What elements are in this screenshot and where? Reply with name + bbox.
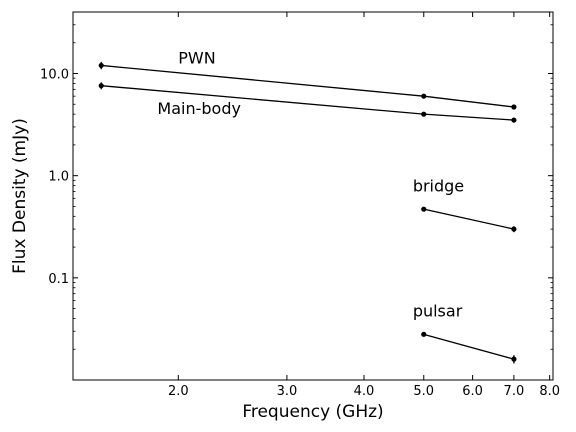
x-tick-label: 3.0 <box>277 384 298 399</box>
series-line <box>423 333 515 360</box>
data-point <box>421 331 427 337</box>
data-point <box>98 83 104 89</box>
x-tick-label: 4.0 <box>354 384 375 399</box>
data-point <box>421 111 427 117</box>
series-annotation: pulsar <box>413 301 463 320</box>
x-tick-label: 2.0 <box>168 384 189 399</box>
data-point <box>511 104 517 110</box>
x-axis-title: Frequency (GHz) <box>242 402 383 422</box>
x-tick-label: 8.0 <box>539 384 560 399</box>
series-annotation: PWN <box>178 49 215 68</box>
series-layer <box>98 61 517 364</box>
axis-ticks: 0.1 1.0 10.0 2.0 3.0 4.0 5.0 6.0 7.0 8.0 <box>40 12 560 399</box>
series-annotation: Main-body <box>157 99 241 118</box>
x-tick-label: 5.0 <box>413 384 434 399</box>
plot-frame <box>72 11 554 381</box>
series-annotation: bridge <box>413 176 464 195</box>
series-main-body <box>98 82 517 123</box>
data-point <box>421 206 427 212</box>
series-line <box>423 208 515 230</box>
y-tick-label: 1.0 <box>48 170 69 185</box>
y-axis-title: Flux Density (mJy) <box>10 118 30 274</box>
data-point <box>511 117 517 123</box>
x-tick-label: 6.0 <box>462 384 483 399</box>
data-point <box>421 93 427 99</box>
annotation-layer: PWN Main-body bridge pulsar <box>157 49 464 321</box>
data-point <box>98 62 104 69</box>
data-point <box>511 356 517 362</box>
series-bridge <box>421 206 517 233</box>
y-tick-label: 10.0 <box>40 68 69 83</box>
x-tick-label: 7.0 <box>504 384 525 399</box>
y-tick-label: 0.1 <box>48 272 69 287</box>
series-pwn <box>98 61 517 110</box>
data-point <box>511 226 517 232</box>
series-pulsar <box>421 331 517 364</box>
